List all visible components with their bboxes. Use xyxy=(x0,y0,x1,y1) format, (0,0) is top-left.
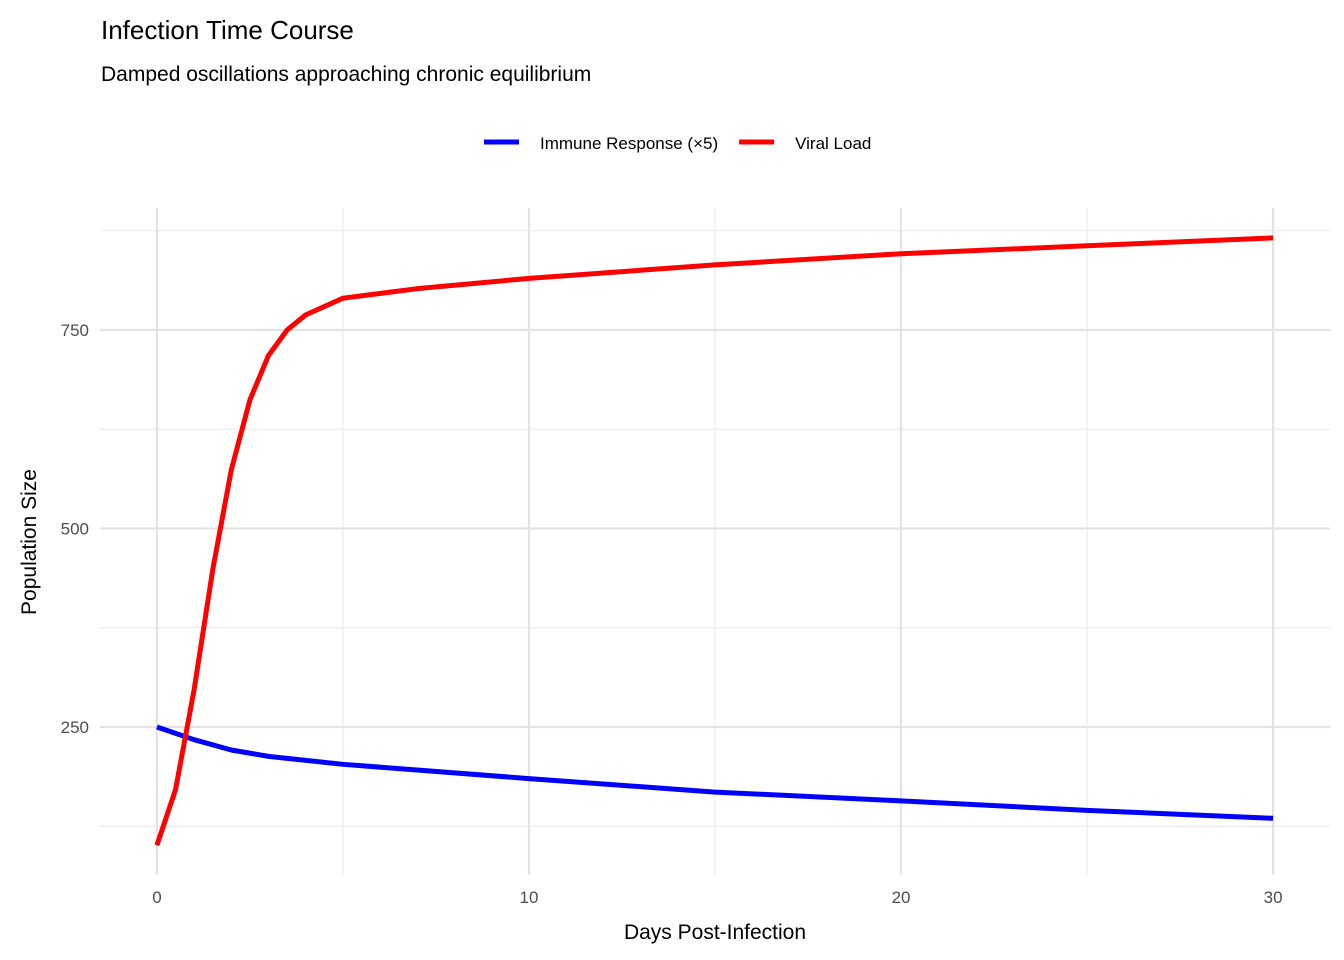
x-axis-label: Days Post-Infection xyxy=(624,921,806,944)
y-tick-label: 250 xyxy=(61,718,89,737)
x-tick-label: 10 xyxy=(520,888,539,907)
chart-subtitle: Damped oscillations approaching chronic … xyxy=(101,63,591,86)
y-tick-label: 500 xyxy=(61,519,89,538)
legend-label-0: Immune Response (×5) xyxy=(540,134,718,153)
x-tick-label: 20 xyxy=(892,888,911,907)
y-axis-label: Population Size xyxy=(18,469,41,615)
viral-load-line xyxy=(154,235,1274,847)
immune-response-line xyxy=(156,724,1274,821)
y-tick-label: 750 xyxy=(61,321,89,340)
legend-label-1: Viral Load xyxy=(795,134,871,153)
x-tick-label: 0 xyxy=(152,888,161,907)
chart-title: Infection Time Course xyxy=(101,15,354,45)
x-tick-label: 30 xyxy=(1264,888,1283,907)
